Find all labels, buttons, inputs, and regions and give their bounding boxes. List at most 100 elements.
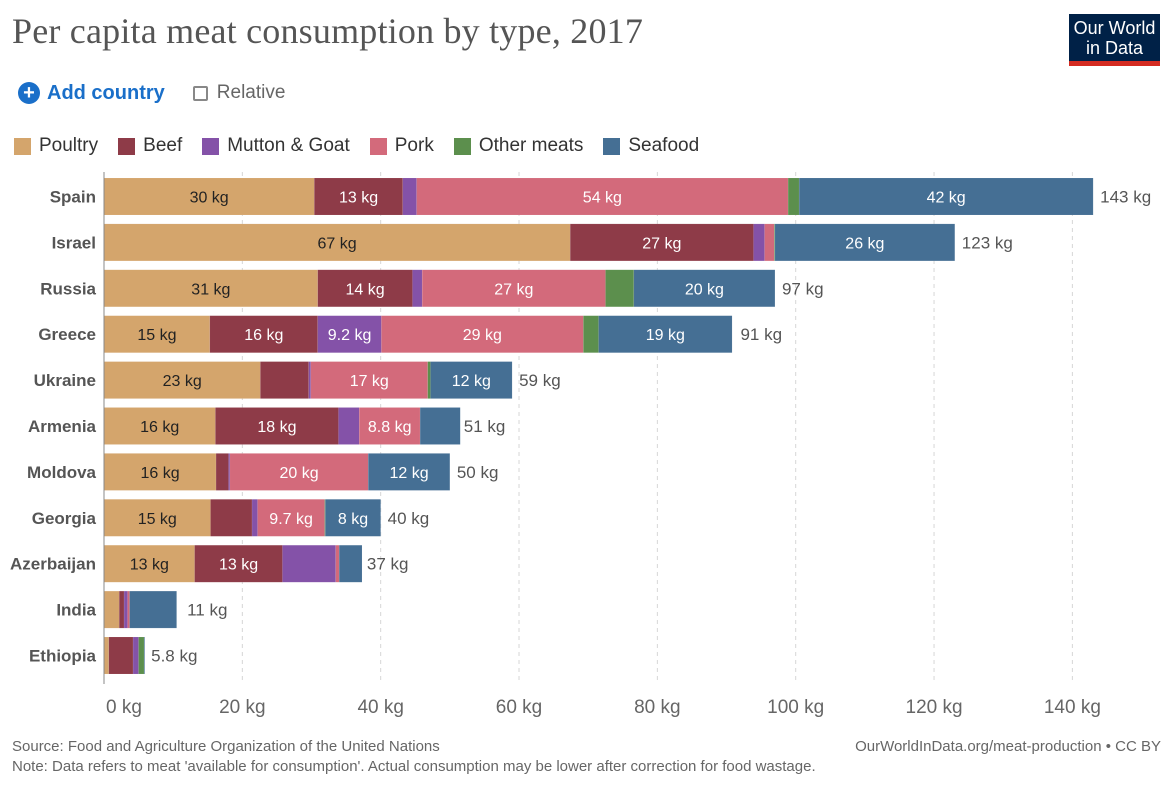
bar-poultry-india[interactable] [103, 590, 120, 629]
data-label-poultry-moldova: 16 kg [140, 465, 179, 482]
bar-beef-russia[interactable] [317, 269, 413, 308]
total-label-azerbaijan: 37 kg [367, 555, 409, 574]
x-tick-label-120: 120 kg [906, 697, 963, 718]
bar-beef-armenia[interactable] [215, 407, 339, 445]
x-tick-label-40: 40 kg [357, 697, 403, 718]
data-label-pork-armenia: 8.8 kg [368, 419, 412, 436]
legend-label-beef: Beef [143, 135, 183, 156]
bar-pork-azerbaijan[interactable] [335, 544, 340, 583]
legend-label-mutton: Mutton & Goat [227, 135, 350, 156]
bar-seafood-greece[interactable] [598, 315, 733, 353]
bar-beef-azerbaijan[interactable] [194, 544, 283, 583]
bar-seafood-russia[interactable] [633, 269, 776, 308]
bar-poultry-spain[interactable] [103, 177, 315, 216]
total-label-india: 11 kg [187, 601, 227, 620]
bar-pork-india[interactable] [127, 590, 130, 629]
bar-beef-georgia[interactable] [210, 499, 253, 537]
bar-seafood-india[interactable] [129, 590, 177, 629]
bar-pork-ukraine[interactable] [310, 361, 428, 399]
data-label-beef-armenia: 18 kg [257, 419, 296, 436]
bar-poultry-georgia[interactable] [103, 499, 211, 537]
bar-mutton-ethiopia[interactable] [132, 636, 139, 675]
category-label-greece: Greece [38, 325, 96, 344]
bar-poultry-moldova[interactable] [103, 453, 217, 491]
bar-seafood-ukraine[interactable] [430, 361, 513, 399]
category-label-georgia: Georgia [32, 509, 97, 528]
bar-pork-spain[interactable] [416, 177, 789, 216]
bar-beef-israel[interactable] [569, 223, 754, 262]
bar-pork-greece[interactable] [381, 315, 584, 353]
bar-beef-moldova[interactable] [215, 453, 229, 491]
bar-seafood-armenia[interactable] [419, 407, 461, 445]
bar-beef-ukraine[interactable] [260, 361, 309, 399]
bar-beef-greece[interactable] [209, 315, 318, 353]
bar-pork-russia[interactable] [421, 269, 606, 308]
bar-seafood-spain[interactable] [798, 177, 1094, 216]
legend-item-seafood[interactable]: Seafood [603, 135, 699, 157]
category-label-ethiopia: Ethiopia [29, 647, 97, 666]
bar-poultry-israel[interactable] [103, 223, 571, 262]
bar-mutton-india[interactable] [123, 590, 128, 629]
category-label-russia: Russia [40, 279, 96, 298]
bar-seafood-azerbaijan[interactable] [338, 544, 363, 583]
bar-seafood-israel[interactable] [774, 223, 956, 262]
legend-item-beef[interactable]: Beef [118, 135, 182, 157]
source-text: Source: Food and Agriculture Organizatio… [12, 738, 440, 755]
bar-beef-spain[interactable] [314, 177, 404, 216]
bar-pork-israel[interactable] [764, 223, 775, 262]
bar-other-ethiopia[interactable] [138, 636, 145, 675]
bar-other-spain[interactable] [787, 177, 800, 216]
bar-other-greece[interactable] [583, 315, 599, 353]
bar-other-ukraine[interactable] [427, 361, 431, 399]
bar-poultry-ukraine[interactable] [103, 361, 261, 399]
category-label-azerbaijan: Azerbaijan [10, 555, 96, 574]
legend-item-other[interactable]: Other meats [453, 135, 583, 157]
add-country-button[interactable]: + Add country [18, 82, 165, 105]
bar-mutton-armenia[interactable] [338, 407, 360, 445]
bar-seafood-ethiopia[interactable] [143, 636, 146, 675]
relative-checkbox[interactable] [192, 85, 208, 101]
data-label-beef-israel: 27 kg [642, 235, 681, 252]
total-label-israel: 123 kg [962, 233, 1013, 252]
data-label-pork-russia: 27 kg [494, 281, 533, 298]
relative-label: Relative [216, 82, 286, 103]
relative-toggle[interactable]: Relative [192, 82, 286, 104]
bar-pork-moldova[interactable] [229, 453, 369, 491]
x-tick-label-60: 60 kg [496, 697, 542, 718]
bar-mutton-israel[interactable] [753, 223, 765, 262]
bar-beef-india[interactable] [118, 590, 125, 629]
bar-poultry-armenia[interactable] [103, 407, 216, 445]
bar-poultry-greece[interactable] [103, 315, 211, 353]
category-label-india: India [56, 601, 96, 620]
legend-swatch-pork [369, 137, 387, 155]
category-label-israel: Israel [52, 233, 96, 252]
bar-mutton-greece[interactable] [317, 315, 382, 353]
bar-mutton-spain[interactable] [402, 177, 417, 216]
bar-seafood-georgia[interactable] [325, 499, 381, 537]
data-label-poultry-spain: 30 kg [190, 190, 229, 207]
bar-mutton-azerbaijan[interactable] [282, 544, 336, 583]
x-tick-label-100: 100 kg [767, 697, 824, 718]
bar-seafood-moldova[interactable] [367, 453, 451, 491]
legend-item-mutton[interactable]: Mutton & Goat [202, 135, 350, 157]
chart-controls: + Add country Relative [18, 80, 285, 106]
bar-mutton-ukraine[interactable] [308, 361, 312, 399]
source-url[interactable]: OurWorldInData.org/meat-production • CC … [855, 738, 1161, 755]
bar-pork-armenia[interactable] [358, 407, 421, 445]
bar-poultry-ethiopia[interactable] [103, 636, 110, 675]
data-label-poultry-israel: 67 kg [318, 235, 357, 252]
logo-line-2: in Data [1085, 38, 1144, 58]
bar-other-russia[interactable] [605, 269, 635, 308]
data-label-poultry-armenia: 16 kg [140, 419, 179, 436]
bar-beef-ethiopia[interactable] [108, 636, 134, 675]
legend-item-pork[interactable]: Pork [369, 135, 434, 157]
bar-mutton-russia[interactable] [412, 269, 423, 308]
bar-mutton-georgia[interactable] [251, 499, 258, 537]
chart-legend: Poultry Beef Mutton & Goat Pork Other me… [14, 133, 719, 159]
bar-pork-georgia[interactable] [257, 499, 325, 537]
x-tick-label-20: 20 kg [219, 697, 265, 718]
owid-logo[interactable]: Our World in Data [1069, 14, 1160, 66]
legend-item-poultry[interactable]: Poultry [14, 135, 98, 157]
bar-poultry-russia[interactable] [103, 269, 318, 308]
